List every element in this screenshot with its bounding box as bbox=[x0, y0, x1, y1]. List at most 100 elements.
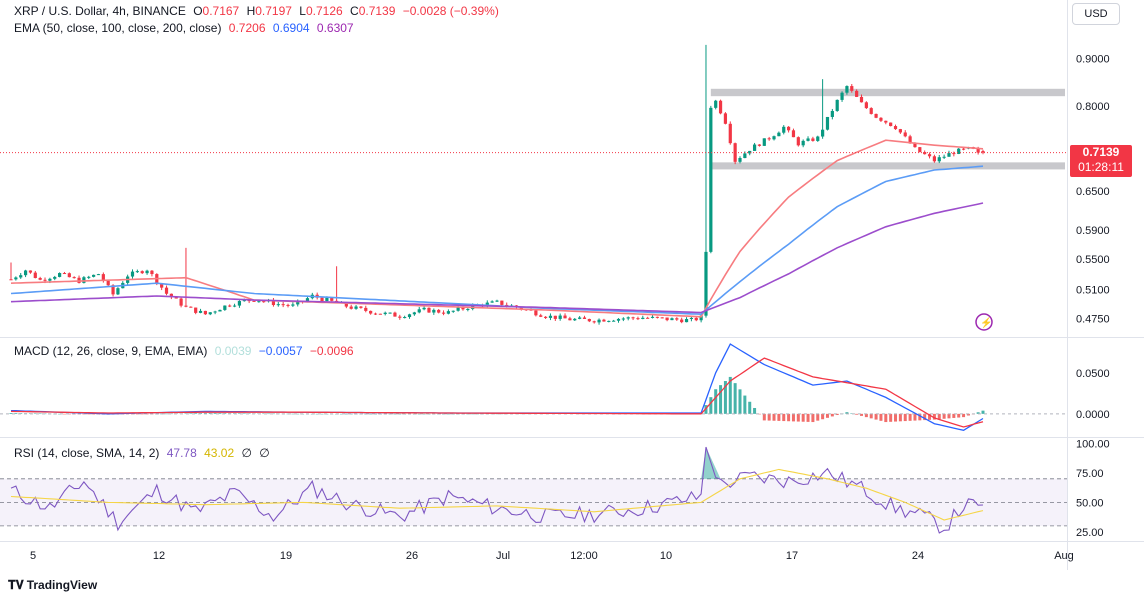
candle-body bbox=[597, 319, 601, 323]
ema-line-2 bbox=[10, 202, 984, 314]
candle-body bbox=[796, 137, 800, 146]
macd-histogram-bar bbox=[247, 413, 251, 414]
ema100-value: 0.6904 bbox=[272, 21, 310, 35]
candle-body bbox=[291, 304, 295, 306]
candle-body bbox=[106, 281, 110, 286]
macd-histogram-bar bbox=[830, 413, 834, 417]
ema-legend: EMA (50, close, 100, close, 200, close) … bbox=[14, 21, 358, 35]
macd-histogram-bar bbox=[495, 413, 499, 415]
candle-body bbox=[582, 317, 587, 319]
candle-body bbox=[762, 138, 766, 146]
macd-histogram-bar bbox=[442, 413, 446, 415]
currency-button[interactable]: USD bbox=[1072, 3, 1120, 25]
candle-body bbox=[281, 304, 285, 306]
candle-body bbox=[641, 317, 645, 319]
macd-histogram-bar bbox=[9, 413, 13, 414]
candle-body bbox=[607, 320, 611, 322]
candle-body bbox=[602, 319, 606, 322]
candle-body bbox=[53, 276, 57, 279]
macd-label[interactable]: MACD (12, 26, close, 9, EMA, EMA) bbox=[14, 344, 208, 358]
macd-histogram-bar bbox=[753, 407, 757, 414]
candle-body bbox=[767, 138, 771, 140]
candle-body bbox=[111, 285, 115, 295]
macd-histogram-bar bbox=[845, 412, 849, 414]
macd-tick-label: 0.0000 bbox=[1076, 409, 1110, 421]
symbol-title[interactable]: XRP / U.S. Dollar, 4h, BINANCE bbox=[14, 4, 186, 18]
macd-histogram-bar bbox=[339, 413, 343, 415]
macd-histogram-bar bbox=[957, 413, 961, 418]
candle-body bbox=[675, 318, 679, 320]
candle-body bbox=[563, 315, 567, 319]
candle-body bbox=[714, 100, 718, 108]
high-value: 0.7197 bbox=[255, 4, 292, 18]
candle-body bbox=[918, 147, 922, 153]
candle-body bbox=[680, 319, 684, 323]
macd-histogram-bar bbox=[850, 413, 854, 414]
time-tick-label: 24 bbox=[912, 550, 924, 562]
macd-histogram-bar bbox=[315, 413, 319, 415]
macd-histogram-bar bbox=[369, 413, 373, 415]
candle-body bbox=[203, 310, 207, 315]
macd-histogram-bar bbox=[476, 413, 480, 415]
price-tick-label: 0.5500 bbox=[1076, 254, 1110, 266]
macd-histogram-bar bbox=[762, 413, 766, 421]
candle-body bbox=[276, 304, 280, 306]
candle-body bbox=[655, 316, 659, 318]
macd-histogram-bar bbox=[82, 413, 86, 415]
macd-histogram-bar bbox=[748, 401, 752, 414]
candle-body bbox=[709, 107, 713, 252]
ema200-value: 0.6307 bbox=[316, 21, 354, 35]
macd-histogram-bar bbox=[821, 413, 825, 420]
candle-body bbox=[23, 270, 28, 276]
candle-body bbox=[354, 306, 358, 309]
candle-body bbox=[82, 277, 86, 283]
macd-tick-label: 0.0500 bbox=[1076, 368, 1110, 380]
macd-histogram-bar bbox=[714, 389, 718, 414]
rsi-label[interactable]: RSI (14, close, SMA, 14, 2) bbox=[14, 446, 160, 460]
candle-body bbox=[947, 153, 951, 157]
candle-body bbox=[130, 271, 135, 277]
ema-label[interactable]: EMA (50, close, 100, close, 200, close) bbox=[14, 21, 222, 35]
rsi-tick-label: 75.00 bbox=[1076, 468, 1104, 480]
close-value: 0.7139 bbox=[358, 4, 396, 18]
rsi-sma-line bbox=[10, 468, 984, 521]
macd-value: −0.0057 bbox=[258, 344, 303, 358]
macd-histogram-bar bbox=[928, 413, 932, 420]
time-tick-label: 17 bbox=[786, 550, 798, 562]
candle-body bbox=[58, 273, 62, 277]
tradingview-logo[interactable]: 𝐓𝐕 TradingView bbox=[8, 578, 97, 593]
candle-body bbox=[252, 300, 256, 302]
candle-body bbox=[92, 274, 96, 277]
candle-body bbox=[646, 317, 650, 319]
candle-body bbox=[782, 126, 786, 133]
candle-body bbox=[184, 305, 188, 307]
price-zone bbox=[710, 162, 1065, 170]
candle-body bbox=[830, 110, 834, 117]
macd-histogram-bar bbox=[267, 413, 271, 415]
macd-histogram-bar bbox=[38, 413, 42, 415]
macd-histogram-bar bbox=[33, 413, 37, 414]
flash-icon bbox=[975, 313, 993, 331]
candle-body bbox=[884, 120, 888, 123]
macd-histogram-bar bbox=[937, 413, 941, 420]
candle-body bbox=[145, 270, 149, 274]
macd-histogram-bar bbox=[398, 413, 402, 415]
macd-histogram-bar bbox=[787, 413, 791, 422]
macd-histogram-bar bbox=[743, 395, 747, 414]
candle-body bbox=[718, 100, 723, 114]
candle-body bbox=[636, 318, 640, 320]
rsi-value: 47.78 bbox=[166, 446, 197, 460]
macd-histogram-bar bbox=[738, 389, 742, 414]
candle-body bbox=[903, 132, 907, 137]
candle-body bbox=[889, 122, 893, 127]
candle-body bbox=[378, 313, 382, 315]
candle-body bbox=[816, 136, 820, 141]
last-price-badge: 0.7139 01:28:11 bbox=[1070, 145, 1132, 177]
macd-histogram-bar bbox=[291, 413, 295, 415]
candle-body bbox=[87, 276, 91, 278]
candle-body bbox=[218, 309, 222, 312]
candle-body bbox=[855, 90, 859, 97]
macd-histogram-bar bbox=[194, 413, 198, 414]
macd-histogram-bar bbox=[466, 413, 470, 415]
